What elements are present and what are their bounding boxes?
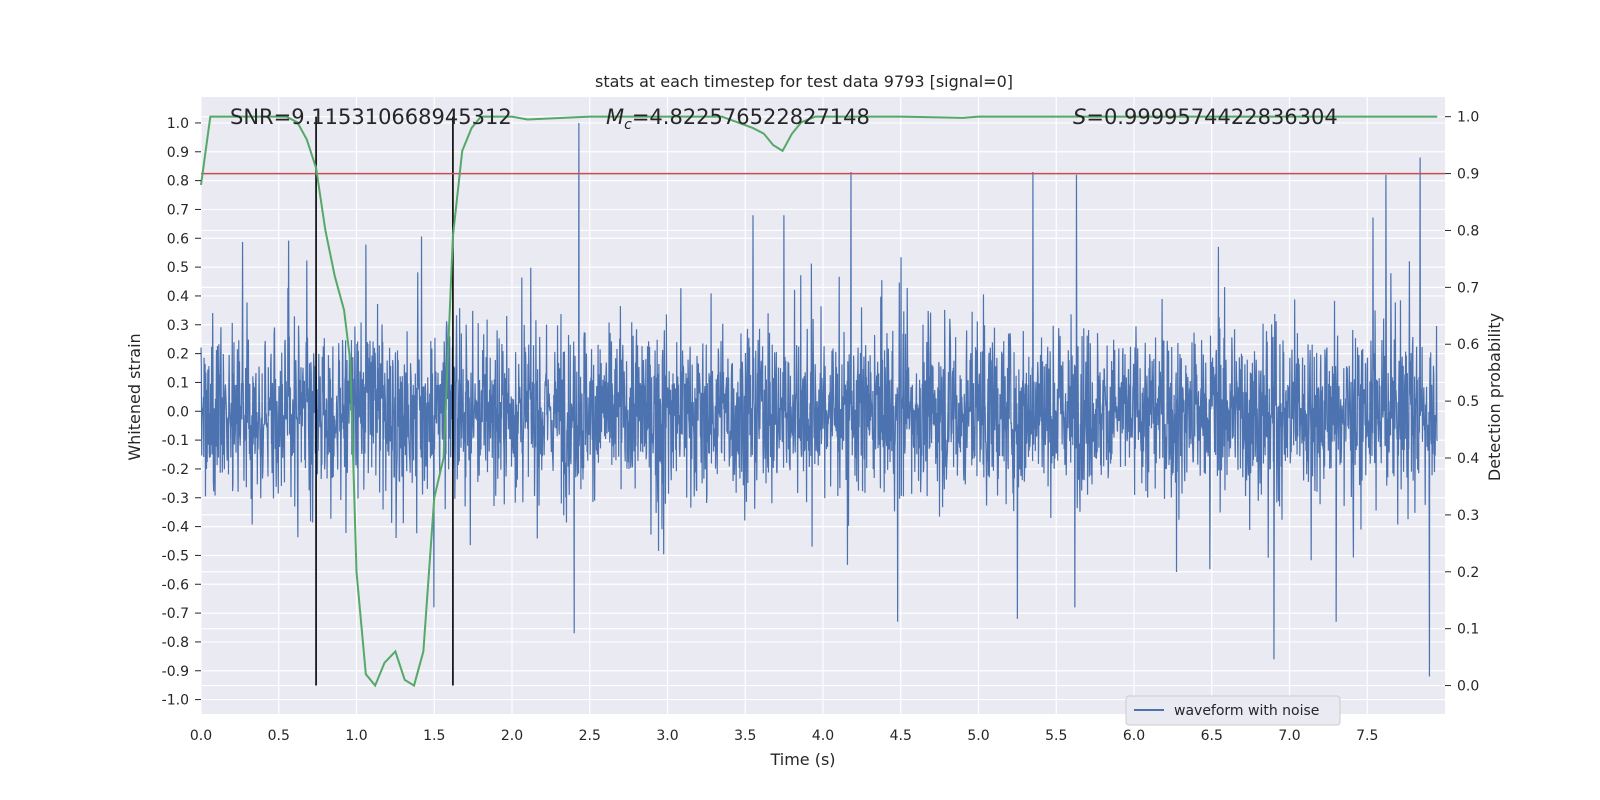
- statistic-annotation: S=0.9999574422836304: [1073, 105, 1338, 129]
- x-tick-label: 5.5: [1045, 728, 1067, 744]
- x-tick-label: 1.0: [345, 728, 367, 744]
- chirp-mass-symbol: M: [606, 105, 624, 129]
- left-y-tick-label: -0.8: [162, 635, 189, 651]
- x-tick-label: 6.5: [1201, 728, 1223, 744]
- left-y-tick-label: 0.1: [167, 375, 189, 391]
- left-y-tick-label: -0.9: [162, 664, 189, 680]
- legend-box: [1125, 695, 1341, 726]
- right-y-tick-label: 0.3: [1457, 508, 1479, 524]
- statistic-symbol: S: [1073, 105, 1086, 129]
- left-y-tick-label: -0.2: [162, 462, 189, 478]
- waveform-line: [200, 122, 1438, 677]
- left-y-tick-label: -0.7: [162, 606, 189, 622]
- right-y-axis-ticks: 1.0 0.9 0.8 0.7 0.6 0.5 0.4 0.3 0.2 0.1 0.0: [1445, 110, 1479, 695]
- right-y-axis-label: Detection probability: [1485, 313, 1504, 481]
- legend-label-waveform: waveform with noise: [1174, 703, 1319, 719]
- right-y-tick-label: 0.1: [1457, 622, 1479, 638]
- left-y-tick-label: 0.5: [167, 260, 189, 276]
- chirp-mass-value: =4.822576522827148: [632, 105, 870, 129]
- chirp-mass-annotation: Mc=4.822576522827148: [606, 105, 870, 133]
- right-y-tick-label: 1.0: [1457, 110, 1479, 126]
- x-tick-label: 0.5: [268, 728, 290, 744]
- x-tick-label: 4.5: [890, 728, 912, 744]
- right-y-tick-label: 0.8: [1457, 223, 1479, 239]
- left-y-tick-label: -0.3: [162, 491, 189, 507]
- left-y-tick-label: -0.5: [162, 548, 189, 564]
- left-y-tick-label: 0.0: [167, 404, 189, 420]
- left-y-tick-label: 0.2: [167, 347, 189, 363]
- x-tick-label: 3.0: [656, 728, 678, 744]
- x-tick-label: 5.0: [967, 728, 989, 744]
- legend: waveform with noise: [1125, 695, 1341, 726]
- left-y-axis-ticks: 1.0 0.9 0.8 0.7 0.6 0.5 0.4 0.3 0.2 0.1 0.0 -0.1 -0.…: [162, 116, 201, 709]
- x-tick-label: 3.5: [734, 728, 756, 744]
- detection-probability-line: [200, 115, 1438, 688]
- x-tick-label: 6.0: [1123, 728, 1145, 744]
- right-y-tick-label: 0.4: [1457, 451, 1479, 467]
- left-y-tick-label: 0.9: [167, 145, 189, 161]
- chirp-mass-subscript: c: [624, 117, 632, 133]
- left-y-tick-label: 0.4: [167, 289, 189, 305]
- x-tick-label: 1.5: [423, 728, 445, 744]
- x-tick-label: 7.0: [1278, 728, 1300, 744]
- x-tick-label: 2.0: [501, 728, 523, 744]
- right-y-tick-label: 0.5: [1457, 394, 1479, 410]
- left-y-axis-label: Whitened strain: [125, 333, 144, 460]
- x-tick-label: 7.5: [1356, 728, 1378, 744]
- right-y-tick-label: 0.6: [1457, 337, 1479, 353]
- chart-title: stats at each timestep for test data 979…: [595, 72, 1013, 91]
- left-y-tick-label: -1.0: [162, 693, 189, 709]
- x-axis-ticks: 0.0 0.5 1.0 1.5 2.0 2.5 3.0 3.5 4.0 4.5 5.0 5.5 6.0 6…: [190, 728, 1379, 744]
- left-y-tick-label: -0.6: [162, 577, 189, 593]
- x-tick-label: 4.0: [812, 728, 834, 744]
- left-y-tick-label: 0.7: [167, 202, 189, 218]
- left-y-tick-label: -0.1: [162, 433, 189, 449]
- x-tick-label: 2.5: [579, 728, 601, 744]
- vertical-markers: [315, 116, 454, 686]
- right-y-tick-label: 0.2: [1457, 565, 1479, 581]
- left-y-tick-label: 0.3: [167, 318, 189, 334]
- left-y-tick-label: 0.6: [167, 231, 189, 247]
- left-y-tick-label: -0.4: [162, 520, 189, 536]
- right-y-tick-label: 0.9: [1457, 167, 1479, 183]
- right-y-tick-label: 0.0: [1457, 679, 1479, 695]
- left-y-tick-label: 0.8: [167, 174, 189, 190]
- snr-annotation: SNR=9.115310668945312: [230, 105, 512, 129]
- waveform-series: [200, 122, 1438, 677]
- x-tick-label: 0.0: [190, 728, 212, 744]
- left-y-tick-label: 1.0: [167, 116, 189, 132]
- right-y-tick-label: 0.7: [1457, 280, 1479, 296]
- x-axis-label: Time (s): [769, 750, 835, 769]
- statistic-value: =0.9999574422836304: [1086, 105, 1337, 129]
